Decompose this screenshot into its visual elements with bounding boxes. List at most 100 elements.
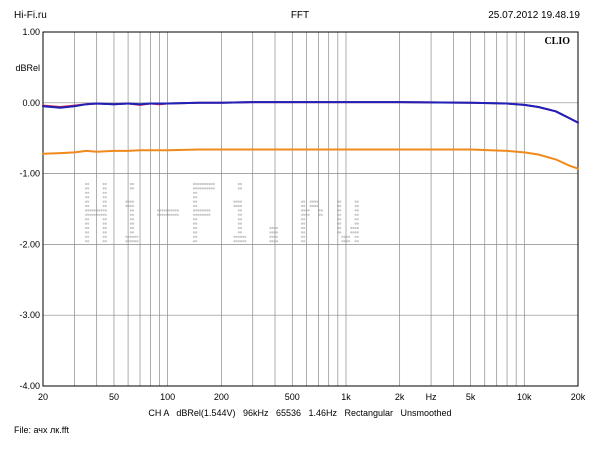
watermark-dot [129, 213, 132, 216]
watermark-dot [303, 213, 306, 216]
watermark-dot [131, 200, 135, 203]
watermark-dot [275, 240, 279, 243]
watermark-dot [309, 204, 312, 208]
watermark-dot [311, 200, 315, 203]
watermark-dot [104, 231, 107, 234]
watermark-dot [192, 235, 196, 238]
watermark-dot [237, 231, 240, 234]
series-line-3 [42, 148, 579, 170]
y-tick-label: -3.00 [19, 310, 40, 320]
file-name-label: File: ачх лк.fft [14, 425, 70, 435]
watermark-dot [134, 240, 137, 243]
watermark-dot [87, 226, 90, 230]
watermark-dot [199, 182, 202, 186]
plot-frame [42, 31, 579, 387]
series-line-2 [42, 101, 579, 124]
watermark-dot [129, 235, 132, 238]
watermark-dot [303, 218, 306, 221]
watermark-dot [195, 209, 198, 212]
watermark-dot [176, 209, 179, 212]
watermark-dot [354, 231, 357, 234]
watermark-dot [192, 204, 196, 208]
watermark-dot [354, 222, 357, 225]
watermark-dot [203, 213, 207, 216]
watermark-dot [104, 196, 107, 199]
measurement-info: CH A dBRel(1.544V) 96kHz 65536 1.46Hz Re… [148, 408, 452, 418]
watermark-dot [84, 226, 88, 230]
watermark-dot [303, 231, 306, 234]
watermark-dot [206, 209, 209, 212]
watermark-dot [170, 213, 173, 216]
watermark-dot [136, 240, 139, 243]
watermark-dot [102, 240, 105, 243]
watermark-dot [206, 187, 209, 190]
watermark-dot [195, 222, 198, 225]
watermark-dot [87, 213, 90, 216]
watermark-dot [239, 187, 243, 190]
watermark-dot [303, 200, 306, 203]
watermark-dot [206, 182, 209, 186]
chart-grid [43, 32, 578, 386]
y-tick-label: -1.00 [19, 169, 40, 179]
watermark-dot [303, 226, 306, 230]
watermark-dot [131, 222, 135, 225]
watermark-dot [339, 204, 342, 208]
watermark-dot [131, 231, 135, 234]
watermark-dot [356, 226, 359, 230]
watermark-dot [210, 182, 213, 186]
watermark-dot [102, 209, 105, 212]
watermark-dot [84, 209, 88, 212]
watermark-dot [87, 235, 90, 238]
watermark-dot [318, 209, 321, 212]
watermark-dot [102, 196, 105, 199]
watermark-dot [354, 240, 357, 243]
watermark-dot [356, 231, 359, 234]
watermark-dot [195, 182, 198, 186]
watermark-dot [212, 187, 215, 190]
watermark-dot [314, 204, 317, 208]
watermark-dot [102, 218, 105, 221]
watermark-dot [300, 204, 304, 208]
watermark-dot [235, 204, 238, 208]
watermark-dot [129, 240, 132, 243]
watermark-dot [244, 240, 247, 243]
watermark-dot [197, 209, 200, 212]
watermark-dot [104, 235, 107, 238]
watermark-dot [239, 231, 243, 234]
x-tick-label: 200 [214, 392, 229, 402]
watermark-dot [192, 231, 196, 234]
watermark-dot [201, 209, 204, 212]
watermark-dot [102, 191, 105, 194]
watermark-dot [239, 218, 243, 221]
watermark-dot [347, 240, 351, 243]
watermark-dot [244, 235, 247, 238]
watermark-dot [84, 196, 88, 199]
watermark-dot [269, 231, 272, 234]
watermark-dot [237, 182, 240, 186]
watermark-dot [242, 240, 245, 243]
watermark-dot [129, 231, 132, 234]
watermark-dot [170, 209, 173, 212]
watermark-dot [356, 218, 359, 221]
watermark-dot [87, 191, 90, 194]
watermark-dot [199, 209, 202, 212]
watermark-dot [102, 187, 105, 190]
watermark-dot [131, 240, 135, 243]
watermark-dot [239, 226, 243, 230]
watermark-dot [237, 240, 240, 243]
header-left-label: Hi-Fi.ru [14, 10, 47, 21]
watermark-dot [131, 182, 135, 186]
watermark-dot [195, 196, 198, 199]
watermark-dot [199, 187, 202, 190]
watermark-dot [339, 226, 342, 230]
watermark-dot [239, 222, 243, 225]
watermark-dot [239, 182, 243, 186]
watermark [84, 182, 359, 243]
watermark-dot [195, 204, 198, 208]
watermark-dot [104, 218, 107, 221]
x-tick-label: 50 [109, 392, 119, 402]
watermark-dot [303, 235, 306, 238]
watermark-dot [192, 213, 196, 216]
watermark-dot [237, 218, 240, 221]
